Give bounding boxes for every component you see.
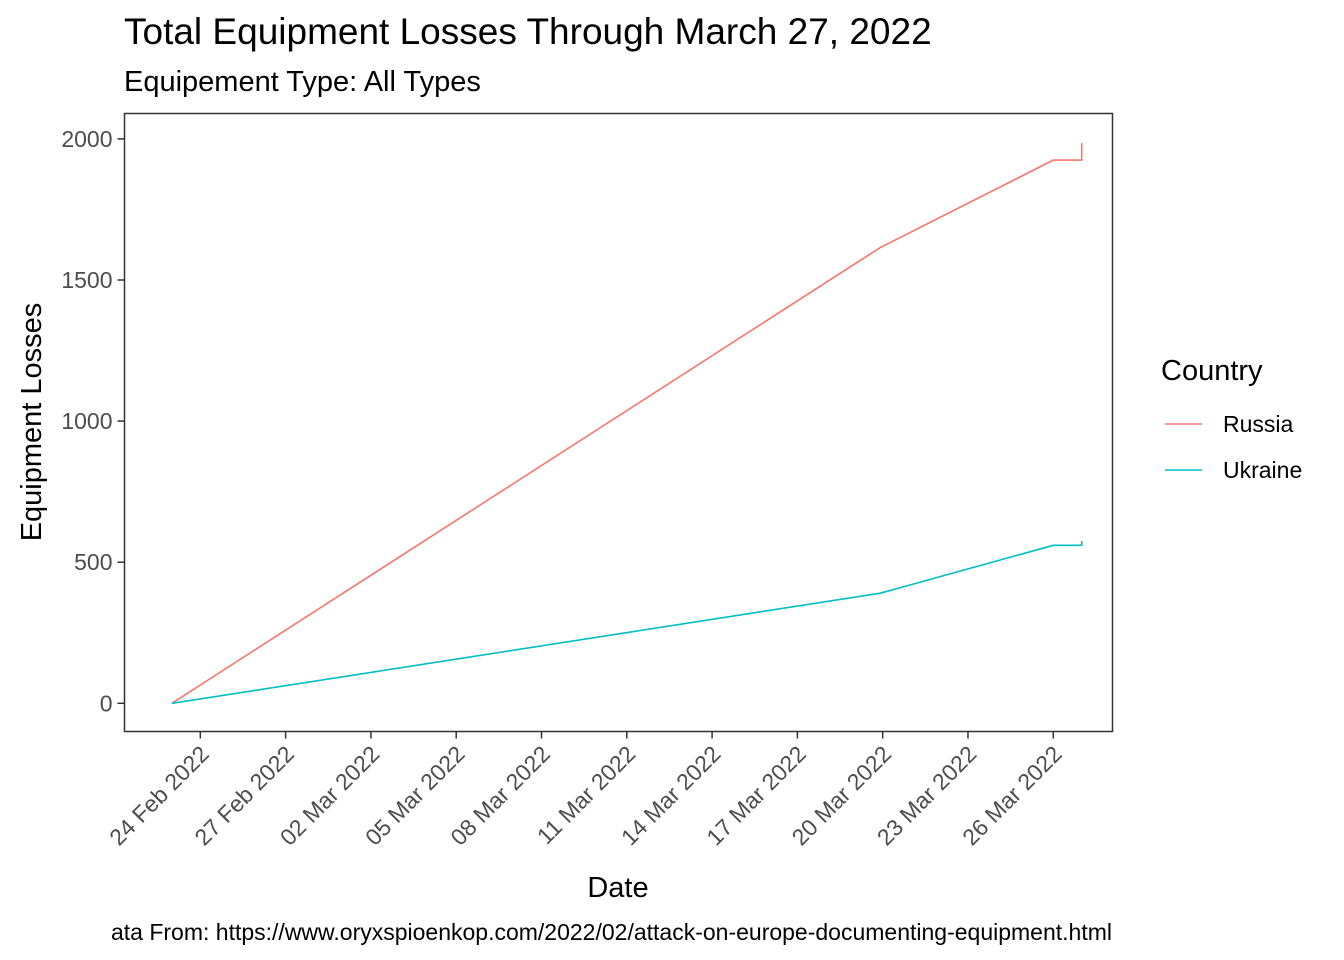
series-line-ukraine bbox=[171, 541, 1083, 705]
y-axis: 0 500 1000 1500 2000 bbox=[61, 126, 125, 716]
y-axis-title: Equipment Losses bbox=[16, 303, 48, 542]
legend-label-ukraine: Ukraine bbox=[1223, 457, 1302, 483]
y-tick-label: 0 bbox=[100, 690, 113, 716]
series-lines bbox=[171, 143, 1083, 705]
legend-label-russia: Russia bbox=[1223, 411, 1294, 437]
y-tick-label: 2000 bbox=[61, 126, 112, 152]
y-tick-label: 500 bbox=[74, 549, 112, 575]
legend: Country Russia Ukraine bbox=[1161, 355, 1302, 483]
series-line-russia bbox=[171, 143, 1083, 704]
y-tick-label: 1000 bbox=[61, 408, 112, 434]
chart-title: Total Equipment Losses Through March 27,… bbox=[124, 11, 932, 52]
chart-subtitle: Equipement Type: All Types bbox=[124, 66, 481, 98]
y-tick-label: 1500 bbox=[61, 267, 112, 293]
x-axis-title: Date bbox=[587, 872, 648, 904]
legend-title: Country bbox=[1161, 355, 1263, 387]
chart-caption: ata From: https://www.oryxspioenkop.com/… bbox=[111, 919, 1112, 945]
legend-items: Russia Ukraine bbox=[1165, 411, 1302, 483]
